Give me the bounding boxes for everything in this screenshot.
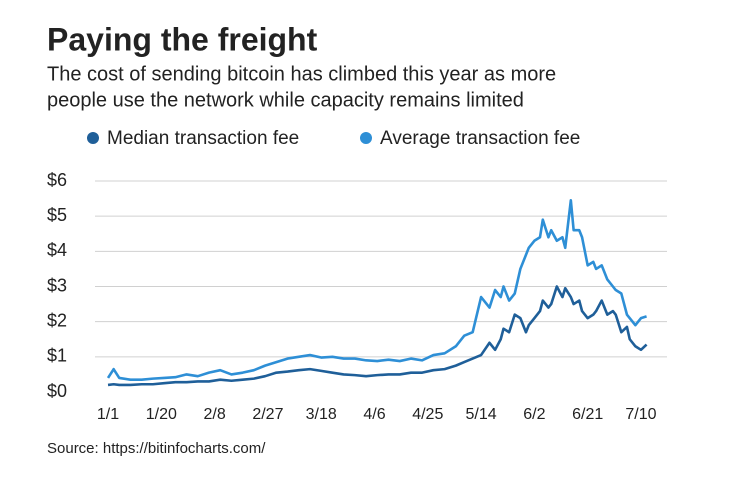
chart-title: Paying the freight (47, 21, 318, 57)
y-tick-label: $3 (47, 275, 67, 295)
y-tick-label: $4 (47, 240, 67, 260)
y-tick-label: $6 (47, 170, 67, 190)
y-tick-label: $2 (47, 310, 67, 330)
x-tick-label: 6/21 (572, 406, 603, 423)
x-tick-label: 2/8 (203, 406, 225, 423)
series-line (107, 285, 648, 387)
x-tick-label: 6/2 (523, 406, 545, 423)
y-tick-label: $0 (47, 381, 67, 401)
x-tick-label: 4/6 (363, 406, 385, 423)
legend-swatch (87, 132, 99, 144)
legend-label: Average transaction fee (380, 128, 580, 149)
x-tick-label: 7/10 (625, 406, 656, 423)
x-tick-label: 3/18 (306, 406, 337, 423)
chart-subtitle: The cost of sending bitcoin has climbed … (47, 63, 556, 85)
x-tick-label: 4/25 (412, 406, 443, 423)
x-tick-label: 1/20 (146, 406, 177, 423)
legend-label: Median transaction fee (107, 128, 299, 149)
series-line (106, 199, 647, 381)
x-tick-label: 2/27 (252, 406, 283, 423)
chart-subtitle: people use the network while capacity re… (47, 89, 524, 111)
source-note: Source: https://bitinfocharts.com/ (47, 440, 266, 457)
y-tick-label: $5 (47, 205, 67, 225)
legend-swatch (360, 132, 372, 144)
x-tick-label: 5/14 (466, 406, 497, 423)
y-tick-label: $1 (47, 346, 67, 366)
x-tick-label: 1/1 (97, 406, 119, 423)
